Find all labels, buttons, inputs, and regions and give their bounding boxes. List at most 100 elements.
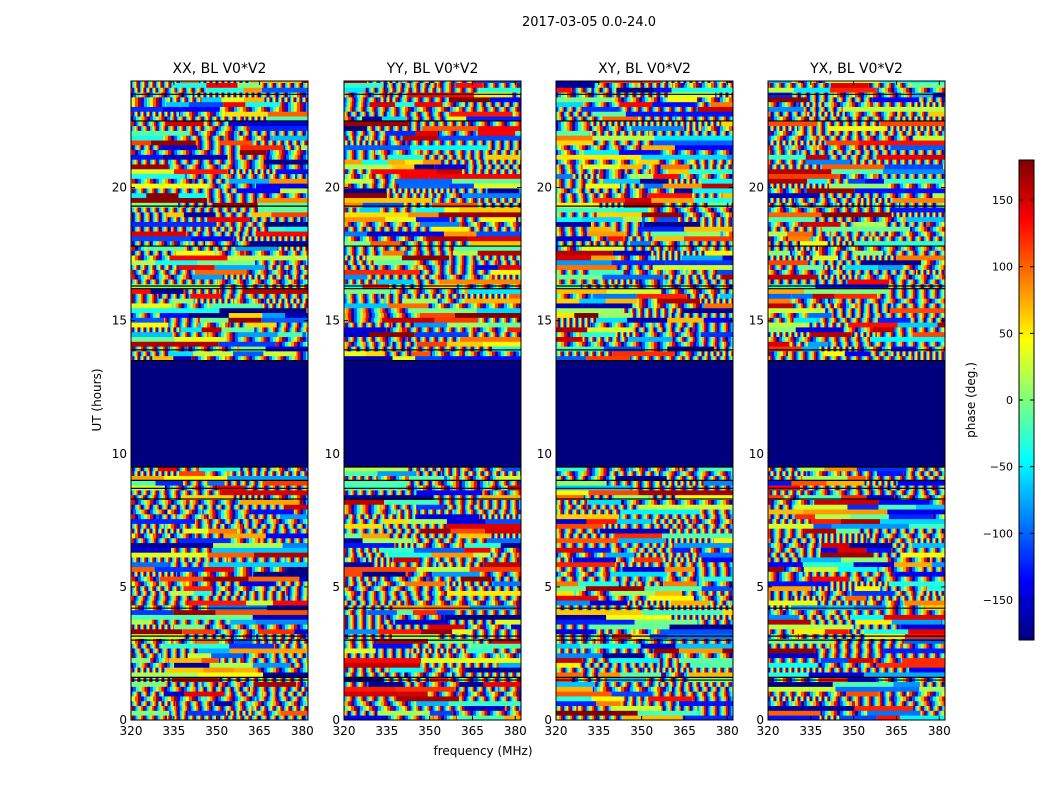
phase-band [344, 87, 366, 93]
phase-band [131, 188, 170, 194]
phase-band [393, 557, 419, 563]
phase-band [625, 168, 651, 175]
phase-band [411, 350, 431, 357]
phase-band [904, 600, 945, 606]
phase-band [235, 245, 278, 251]
phase-band [263, 672, 308, 678]
phase-band [606, 480, 659, 486]
phase-band [768, 691, 798, 697]
phase-band [574, 590, 612, 596]
phase-band [637, 226, 685, 232]
phase-band [768, 662, 818, 668]
phase-band [416, 504, 444, 510]
phase-band [674, 542, 733, 548]
phase-band [426, 235, 468, 242]
phase-band [589, 600, 628, 606]
phase-band [475, 327, 508, 333]
phase-band [387, 552, 432, 558]
phase-band [844, 350, 871, 357]
phase-band [868, 82, 911, 88]
phase-band [831, 312, 864, 318]
phase-band [915, 504, 945, 510]
phase-band [578, 581, 619, 587]
phase-band [791, 293, 813, 299]
phase-band [556, 499, 588, 505]
phase-band [870, 231, 889, 237]
phase-band [448, 619, 496, 625]
phase-band [826, 81, 880, 83]
phase-band [714, 346, 733, 352]
phase-band [271, 212, 308, 218]
phase-band [131, 552, 208, 558]
phase-band [253, 552, 308, 558]
phase-band [454, 509, 521, 515]
phase-band [253, 710, 281, 716]
phase-band [672, 82, 716, 88]
phase-band [678, 173, 733, 179]
phase-band [678, 648, 723, 654]
phase-band [790, 250, 835, 256]
phase-band [163, 523, 184, 529]
phase-band [885, 475, 945, 481]
phase-band [215, 212, 252, 218]
phase-band [826, 667, 910, 673]
phase-band [420, 662, 499, 668]
phase-band [799, 149, 845, 155]
phase-band [809, 116, 853, 122]
phase-band [499, 475, 521, 481]
phase-band [618, 537, 666, 544]
phase-band [699, 298, 733, 304]
phase-band [178, 470, 206, 476]
phase-band [588, 226, 612, 232]
phase-band [840, 269, 916, 275]
phase-band [768, 696, 831, 702]
phase-band [306, 307, 308, 314]
phase-band [171, 226, 189, 232]
phase-band [344, 513, 416, 520]
phase-band [131, 96, 171, 103]
phase-band [131, 259, 155, 266]
phase-band [889, 207, 945, 213]
phase-band [158, 87, 176, 93]
phase-band [867, 537, 889, 544]
phase-band [929, 557, 945, 563]
phase-band [131, 298, 173, 304]
phase-band [131, 159, 171, 165]
phase-band [131, 192, 147, 199]
phase-band [369, 135, 403, 141]
phase-band [579, 576, 615, 582]
phase-band [897, 235, 945, 242]
phase-band [586, 504, 641, 510]
phase-band [671, 312, 733, 318]
phase-band [768, 566, 784, 572]
phase-band [793, 87, 831, 93]
phase-band [131, 317, 165, 323]
phase-band [249, 216, 301, 222]
phase-band [556, 279, 608, 285]
phase-band [412, 537, 438, 544]
phase-band [252, 355, 308, 361]
phase-band [905, 216, 945, 222]
phase-band [161, 144, 198, 151]
phase-band [583, 149, 619, 155]
phase-band [166, 212, 184, 218]
phase-band [647, 523, 681, 529]
phase-band [507, 327, 521, 333]
phase-band [846, 691, 879, 697]
phase-band [452, 628, 472, 635]
phase-band [858, 274, 945, 280]
phase-band [171, 82, 207, 88]
phase-band [344, 628, 379, 635]
phase-band [415, 207, 445, 213]
phase-band [640, 643, 676, 649]
phase-band [768, 255, 814, 261]
phase-band [165, 120, 204, 127]
phase-band [515, 130, 521, 136]
phase-band [873, 657, 903, 663]
phase-band [167, 489, 222, 496]
phase-band [344, 624, 382, 630]
y-tick-label: 5 [544, 580, 552, 594]
phase-band [226, 355, 253, 361]
phase-band [466, 164, 521, 170]
phase-band [768, 705, 855, 711]
